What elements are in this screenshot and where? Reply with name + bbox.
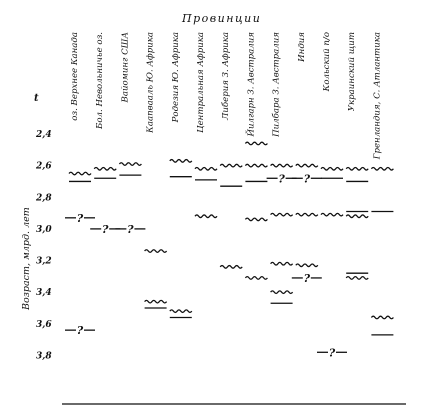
wavy-age-mark [345,166,369,171]
wavy-age-mark [295,163,319,168]
wavy-age-mark [169,158,193,163]
provinces-header: Провинции [181,12,261,25]
uncertain-question-mark: ? [304,172,311,185]
wavy-age-mark [194,166,218,171]
province-label: Йилгарн З. Австралия [244,32,256,138]
province-labels: оз. Верхнее Канада Бол. Невольничье оз. Ва… [70,32,382,161]
uncertain-question-mark: ? [127,223,134,236]
uncertain-question-mark: ? [77,212,84,225]
province-label: Вайоминг США [120,32,130,103]
y-tick-label: 2,6 [35,162,52,172]
wavy-age-mark [144,249,168,253]
y-unit-label: t [34,93,39,104]
wavy-age-mark [295,212,319,217]
province-label: Индия [297,32,307,63]
province-label: Центральная Африка [196,32,206,133]
wavy-age-mark [370,166,394,171]
y-tick-label: 2,4 [35,130,52,140]
province-label: Родезия Ю. Африка [171,32,181,123]
uncertain-question-mark: ? [278,172,285,185]
wavy-age-mark [169,309,193,314]
age-marks: ???????? [65,141,394,359]
province-label: Кольский п/о [322,32,332,92]
y-tick-label: 3,0 [36,225,52,235]
wavy-age-mark [370,315,394,320]
wavy-age-mark [345,275,369,280]
wavy-age-mark [68,171,92,176]
y-tick-label: 3,6 [36,320,52,330]
wavy-age-mark [244,163,268,168]
y-axis-title: Возраст, млрд. лет [21,207,32,311]
province-label: Каапвааль Ю. Африка [146,32,156,134]
wavy-age-mark [270,261,294,266]
wavy-age-mark [118,162,142,166]
wavy-age-mark [194,214,218,219]
province-label: Либерия З. Африка [220,32,231,121]
wavy-age-mark [295,263,319,268]
wavy-age-mark [219,163,243,168]
wavy-age-mark [244,217,268,222]
province-label: Гренландия, С. Атлантика [372,32,382,160]
wavy-age-mark [270,212,294,217]
province-label: Бол. Невольничье оз. [95,32,105,130]
uncertain-question-mark: ? [102,223,109,236]
y-tick-label: 3,4 [36,288,52,298]
wavy-age-mark [320,166,344,171]
wavy-age-mark [244,275,268,280]
y-tick-label: 2,8 [35,193,52,203]
wavy-age-mark [270,163,294,168]
y-tick-label: 3,2 [36,257,52,267]
wavy-age-mark [244,141,268,146]
y-tick-label: 3,8 [36,351,52,361]
province-label: Пилбара З. Австралия [271,32,282,138]
y-tick-labels: 2,4 2,6 2,8 3,0 3,2 3,4 3,6 3,8 [35,130,52,361]
wavy-age-mark [345,214,369,219]
wavy-age-mark [270,290,294,295]
uncertain-question-mark: ? [77,324,84,337]
province-label: Украинский щит [347,32,357,111]
uncertain-question-mark: ? [304,272,311,285]
wavy-age-mark [320,212,344,217]
wavy-age-mark [93,166,117,171]
uncertain-question-mark: ? [329,346,336,359]
wavy-age-mark [219,264,243,269]
wavy-age-mark [144,299,168,304]
province-label: оз. Верхнее Канада [70,32,80,121]
